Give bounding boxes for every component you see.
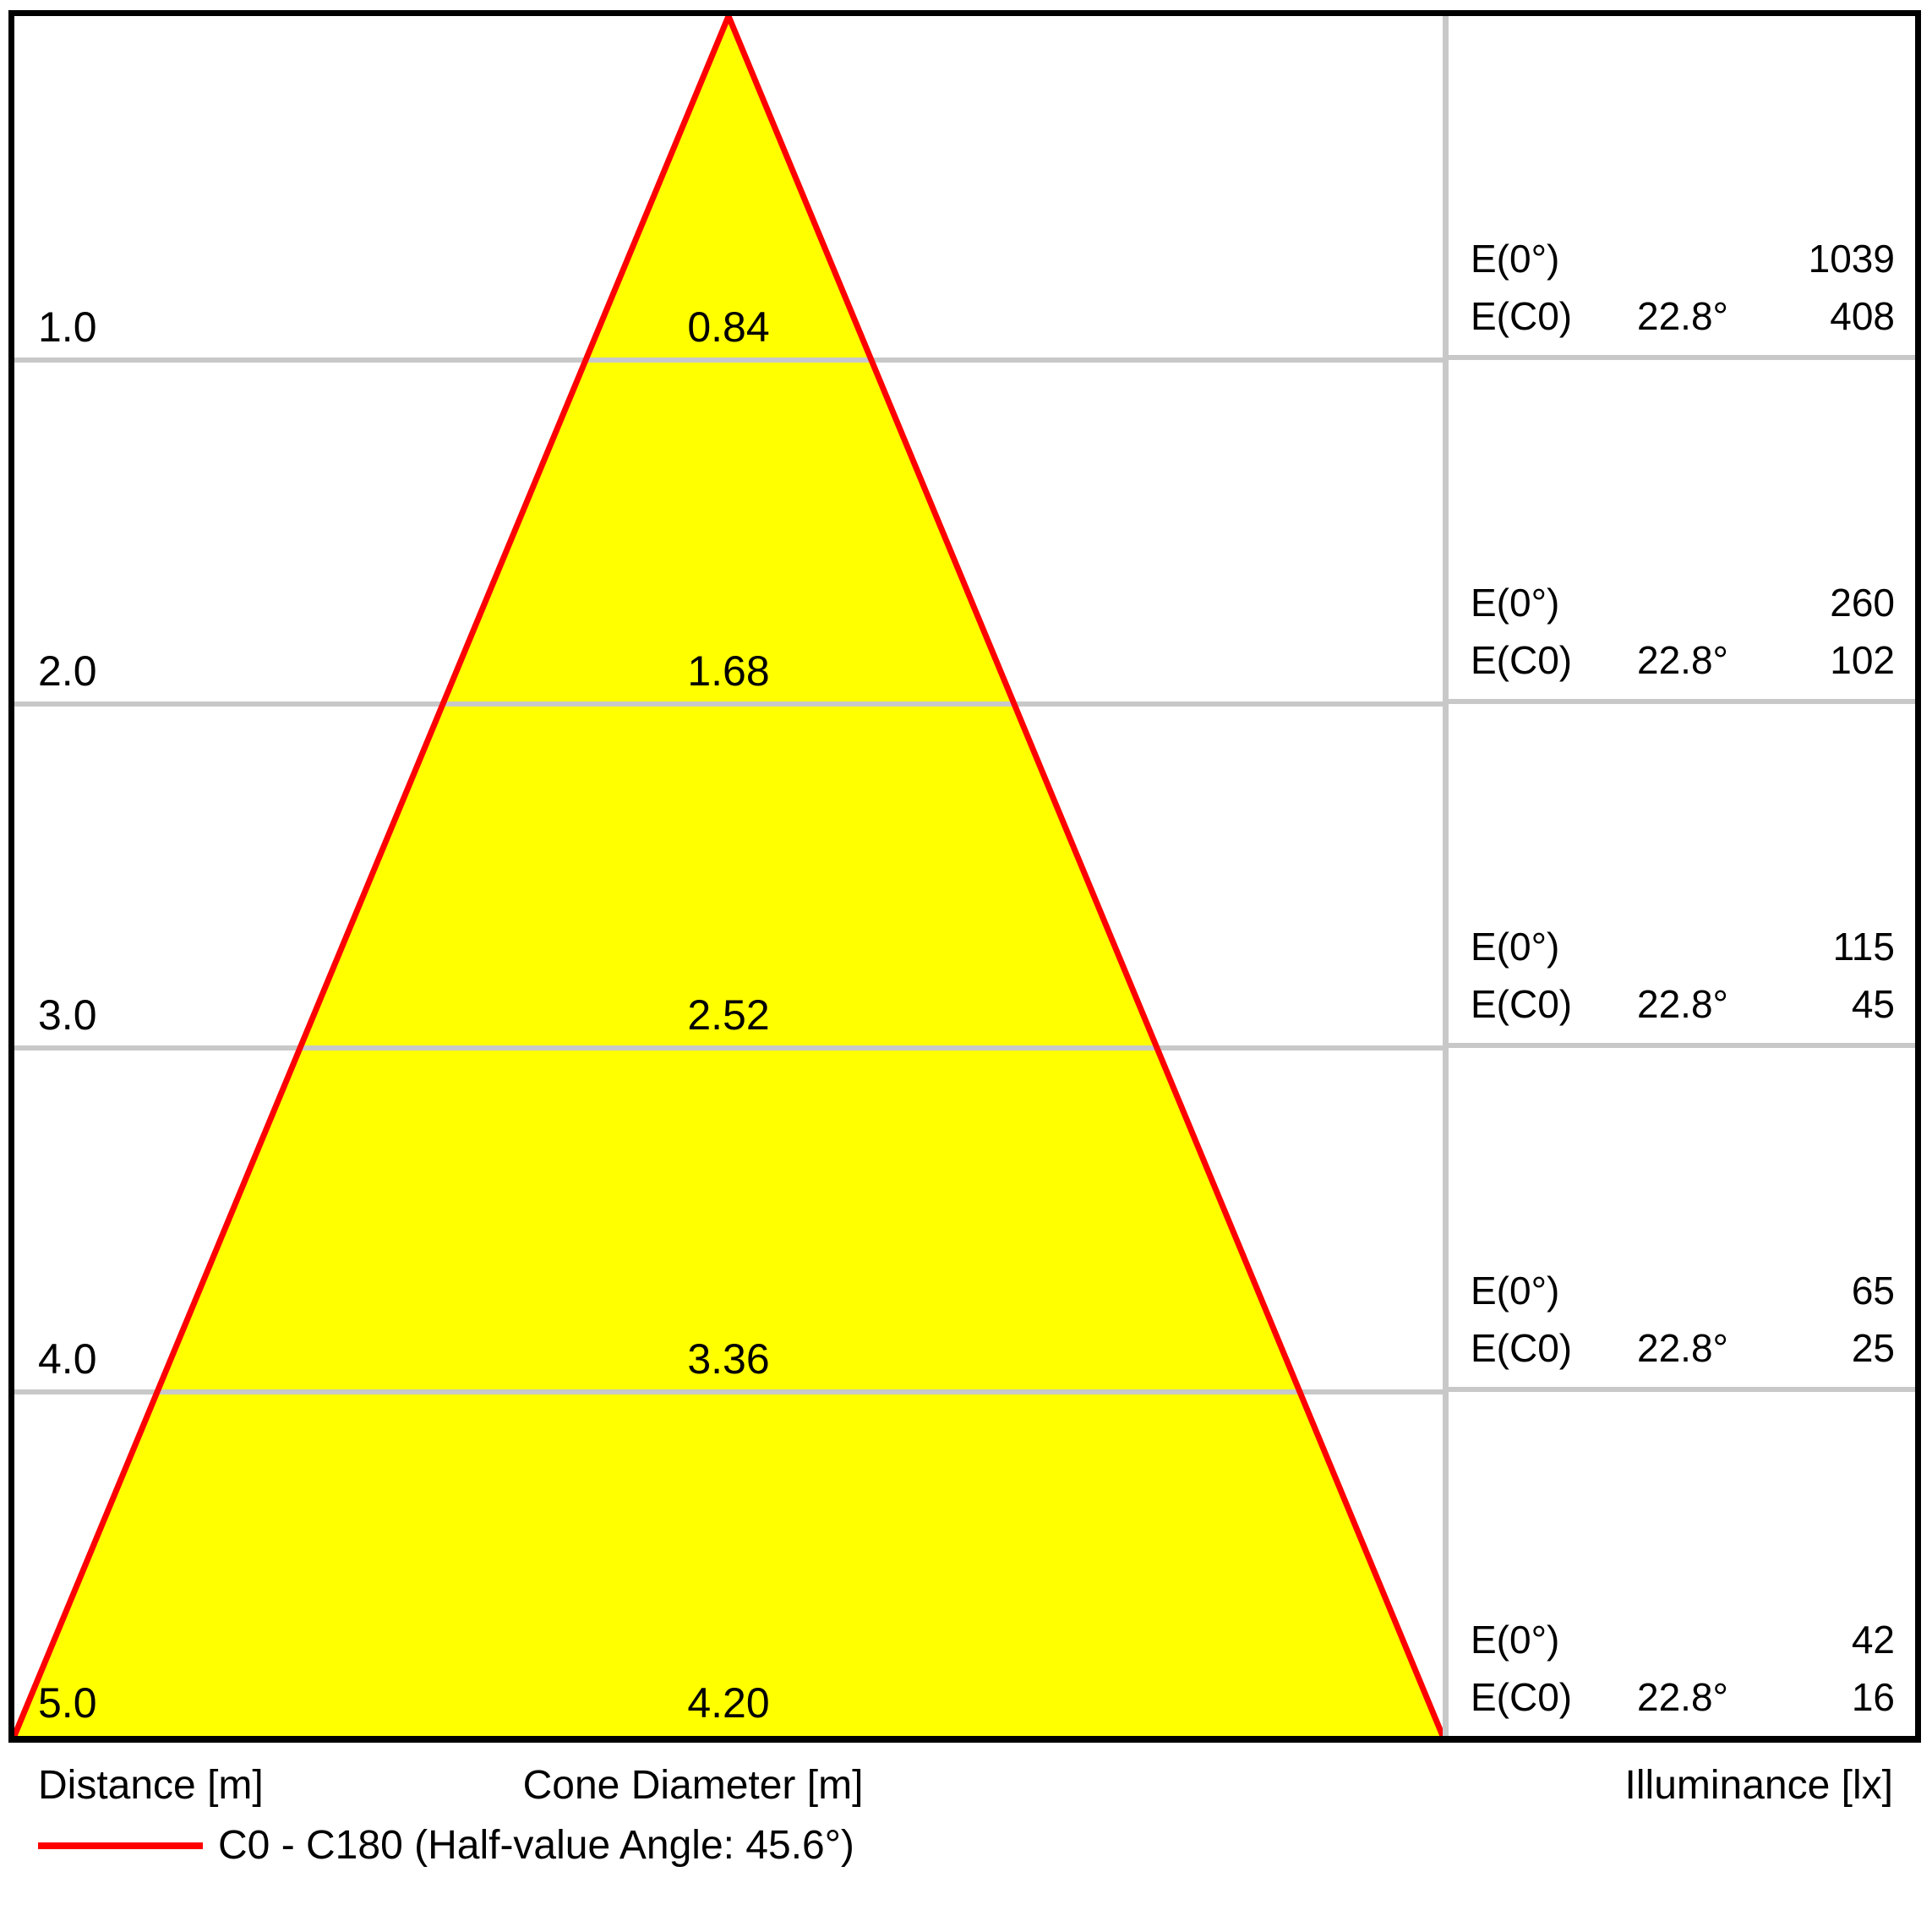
e0-label: E(0°): [1471, 1269, 1560, 1313]
beam-edge-line-left: [14, 16, 732, 1736]
beam-edge-line-right: [725, 16, 1443, 1736]
ec0-label: E(C0): [1471, 638, 1573, 682]
cone-diameter-axis-label: Cone Diameter [m]: [522, 1763, 864, 1808]
e0-angle: [1612, 574, 1753, 631]
cone-diameter-label: 3.36: [687, 1335, 770, 1383]
ec0-label: E(C0): [1471, 294, 1573, 338]
ec0-line: E(C0) 22.8° 408: [1471, 287, 1895, 345]
distance-label: 5.0: [38, 1679, 97, 1727]
ec0-line: E(C0) 22.8° 16: [1471, 1668, 1895, 1726]
ec0-value: 408: [1830, 294, 1895, 338]
cone-chart-svg: [14, 16, 1443, 1736]
e0-label: E(0°): [1471, 237, 1560, 281]
e0-value: 42: [1851, 1618, 1895, 1662]
e0-line: E(0°) 65: [1471, 1262, 1895, 1319]
e0-line: E(0°) 42: [1471, 1611, 1895, 1668]
distance-label: 3.0: [38, 991, 97, 1039]
beam-angle-value: 22.8°: [1637, 638, 1728, 682]
e0-label: E(0°): [1471, 1618, 1560, 1662]
illuminance-cell-1m: E(0°) 1039 E(C0) 22.8° 408: [1449, 16, 1915, 360]
e0-angle: [1612, 1262, 1753, 1319]
cone-diameter-label: 4.20: [687, 1679, 770, 1727]
e0-value: 1039: [1808, 237, 1895, 281]
cone-diameter-label: 2.52: [687, 991, 770, 1039]
beam-angle-value: 22.8°: [1637, 294, 1728, 338]
legend-label: C0 - C180 (Half-value Angle: 45.6°): [218, 1823, 854, 1869]
e0-label: E(0°): [1471, 581, 1560, 625]
ec0-line: E(C0) 22.8° 25: [1471, 1319, 1895, 1377]
e0-angle: [1612, 918, 1753, 975]
e0-value: 260: [1830, 581, 1895, 625]
beam-angle-value: 22.8°: [1637, 1326, 1728, 1370]
distance-label: 1.0: [38, 303, 97, 351]
ec0-value: 45: [1851, 982, 1895, 1026]
distance-axis-label: Distance [m]: [38, 1763, 264, 1808]
cone-row-5m: 5.0 4.20: [14, 1392, 1443, 1736]
cone-row-4m: 4.0 3.36: [14, 1048, 1443, 1392]
ec0-label: E(C0): [1471, 1326, 1573, 1370]
cone-label-layer: 1.0 0.84 2.0 1.68 3.0 2.52 4.0 3.36 5.0: [14, 16, 1443, 1736]
e0-line: E(0°) 260: [1471, 574, 1895, 631]
cone-row-2m: 2.0 1.68: [14, 360, 1443, 704]
illuminance-cell-5m: E(0°) 42 E(C0) 22.8° 16: [1449, 1392, 1915, 1736]
diagram-frame: 1.0 0.84 2.0 1.68 3.0 2.52 4.0 3.36 5.0: [8, 10, 1921, 1743]
beam-angle-value: 22.8°: [1637, 1675, 1728, 1719]
e0-line: E(0°) 1039: [1471, 230, 1895, 287]
cone-chart: 1.0 0.84 2.0 1.68 3.0 2.52 4.0 3.36 5.0: [14, 16, 1443, 1736]
e0-angle: [1612, 230, 1753, 287]
cone-row-3m: 3.0 2.52: [14, 704, 1443, 1048]
ec0-value: 102: [1830, 638, 1895, 682]
cone-diameter-label: 0.84: [687, 303, 770, 351]
illuminance-cell-3m: E(0°) 115 E(C0) 22.8° 45: [1449, 704, 1915, 1048]
illuminance-axis-label: Illuminance [lx]: [1624, 1763, 1893, 1808]
e0-value: 115: [1832, 925, 1895, 969]
illuminance-panel: E(0°) 1039 E(C0) 22.8° 408 E(0°) 260 E(: [1449, 16, 1915, 1736]
panel-divider: [1443, 16, 1449, 1736]
light-cone-shape: [14, 16, 1443, 1736]
ec0-label: E(C0): [1471, 982, 1573, 1026]
distance-label: 2.0: [38, 647, 97, 695]
e0-label: E(0°): [1471, 925, 1560, 969]
illuminance-cell-4m: E(0°) 65 E(C0) 22.8° 25: [1449, 1048, 1915, 1392]
ec0-value: 16: [1851, 1675, 1895, 1719]
cone-row-1m: 1.0 0.84: [14, 16, 1443, 360]
e0-value: 65: [1851, 1269, 1895, 1313]
legend: C0 - C180 (Half-value Angle: 45.6°): [38, 1819, 854, 1873]
cone-diameter-label: 1.68: [687, 647, 770, 695]
red-line-swatch-icon: [38, 1842, 203, 1849]
distance-label: 4.0: [38, 1335, 97, 1383]
ec0-line: E(C0) 22.8° 102: [1471, 631, 1895, 689]
ec0-line: E(C0) 22.8° 45: [1471, 975, 1895, 1033]
illuminance-cell-2m: E(0°) 260 E(C0) 22.8° 102: [1449, 360, 1915, 704]
beam-angle-value: 22.8°: [1637, 982, 1728, 1026]
ec0-value: 25: [1851, 1326, 1895, 1370]
e0-line: E(0°) 115: [1471, 918, 1895, 975]
ec0-label: E(C0): [1471, 1675, 1573, 1719]
e0-angle: [1612, 1611, 1753, 1668]
